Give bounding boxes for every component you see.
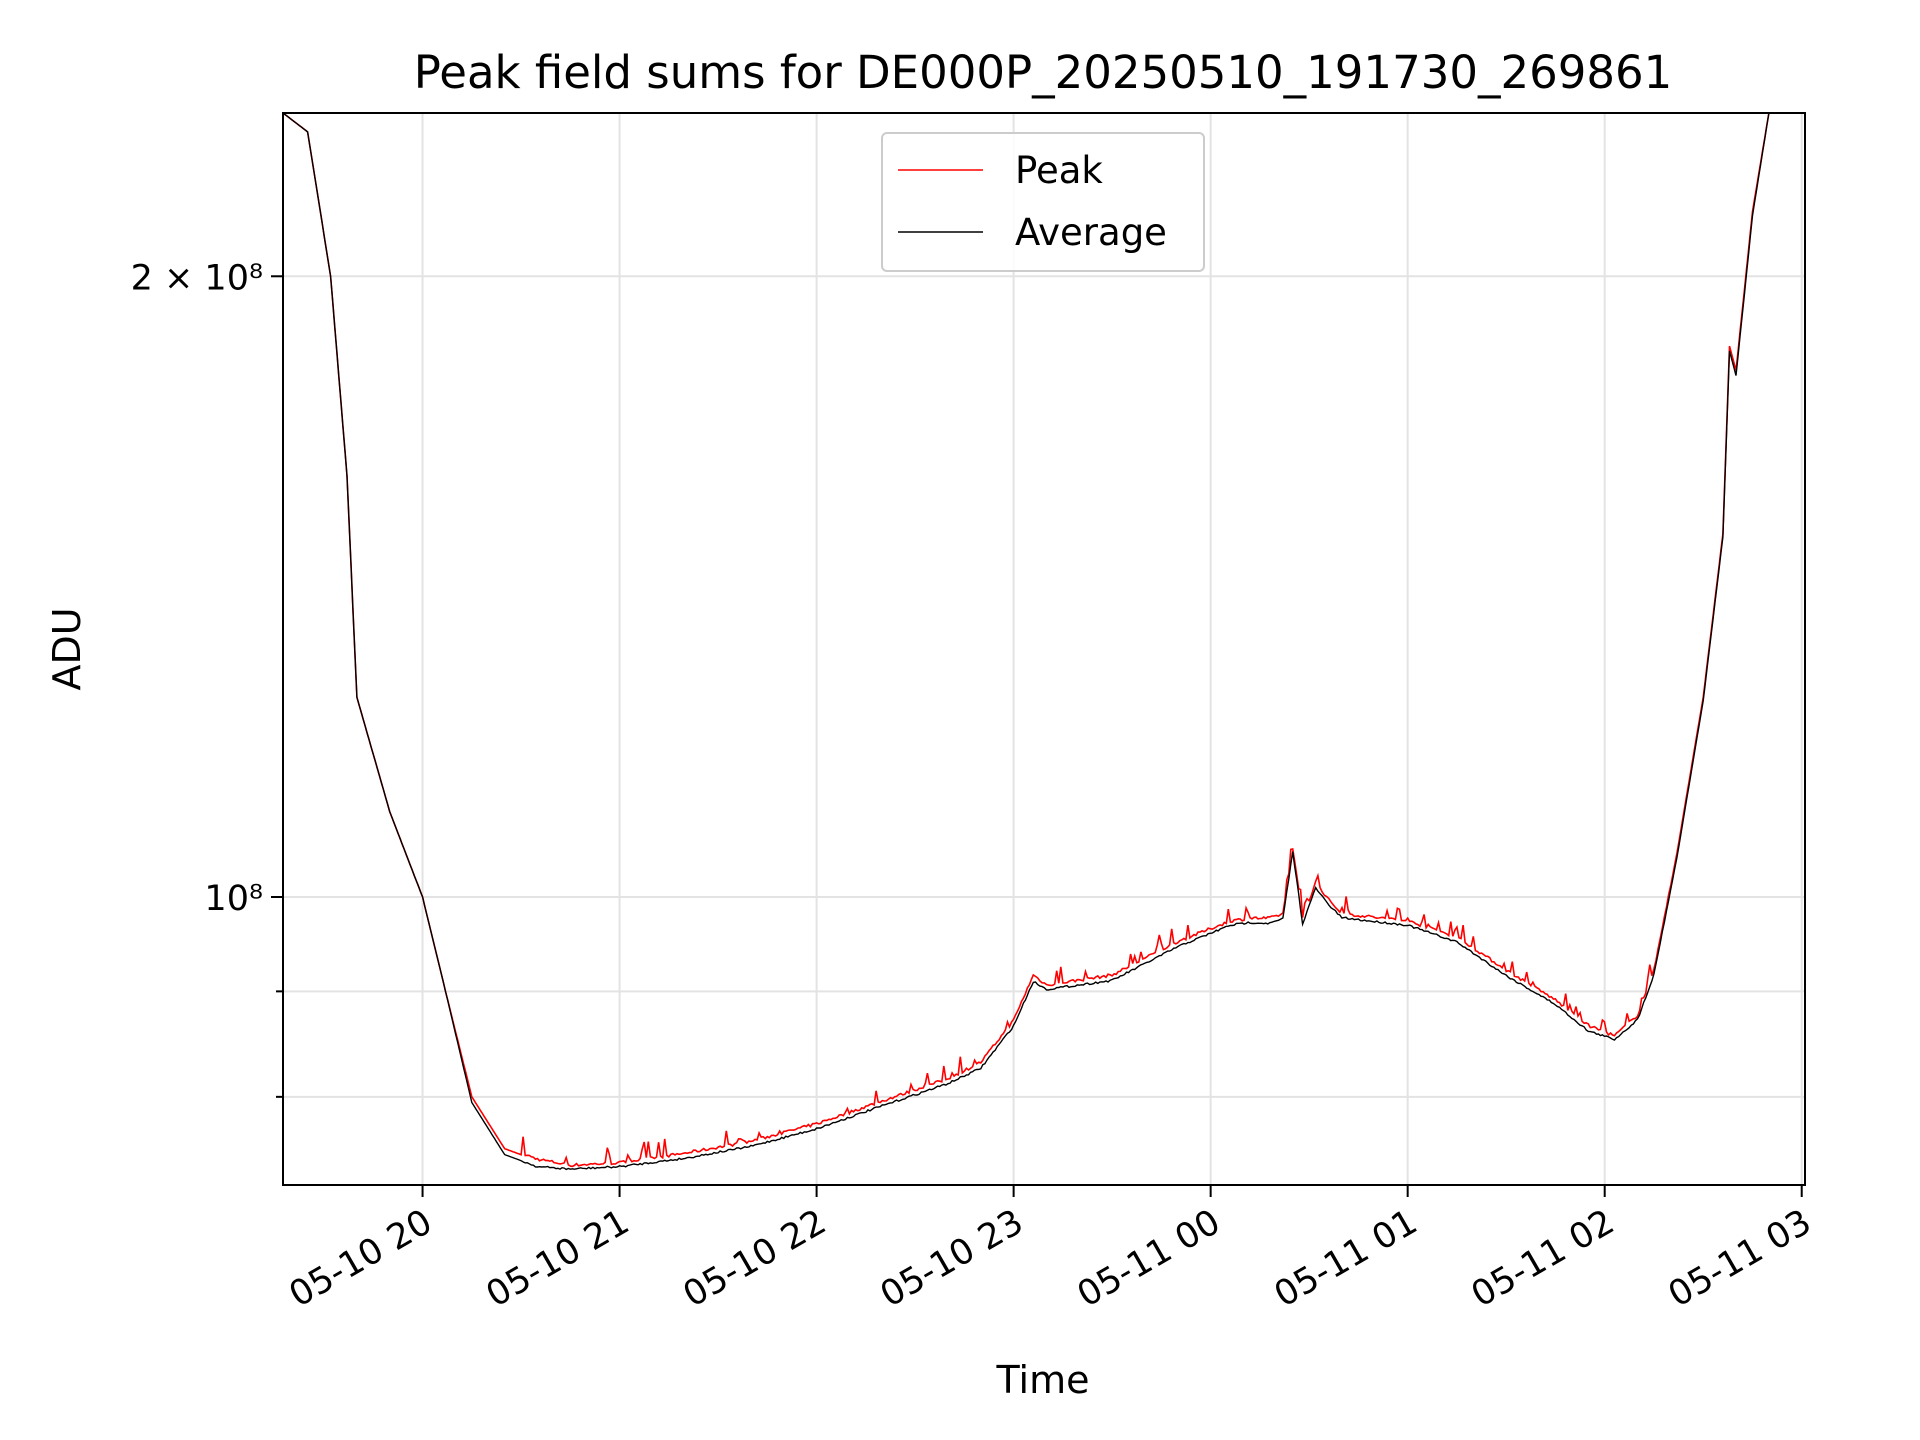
legend-box — [881, 132, 1205, 272]
y-ticks: 10⁸ 2 × 10⁸ — [131, 258, 283, 1098]
legend-label-peak: Peak — [1015, 149, 1103, 192]
grid — [283, 113, 1805, 1185]
series-line-peak — [283, 113, 1770, 1168]
plot-lines — [283, 113, 1770, 1171]
y-tick-label: 2 × 10⁸ — [131, 258, 263, 298]
y-axis-label: ADU — [45, 607, 89, 690]
legend: Peak Average — [881, 132, 1205, 272]
x-axis-label: Time — [996, 1358, 1090, 1402]
y-tick-label: 10⁸ — [204, 879, 263, 919]
legend-label-average: Average — [1015, 211, 1167, 254]
plot-frame — [282, 112, 1806, 1186]
series-line-average — [283, 113, 1770, 1171]
chart-title: Peak field sums for DE000P_20250510_1917… — [414, 46, 1673, 99]
